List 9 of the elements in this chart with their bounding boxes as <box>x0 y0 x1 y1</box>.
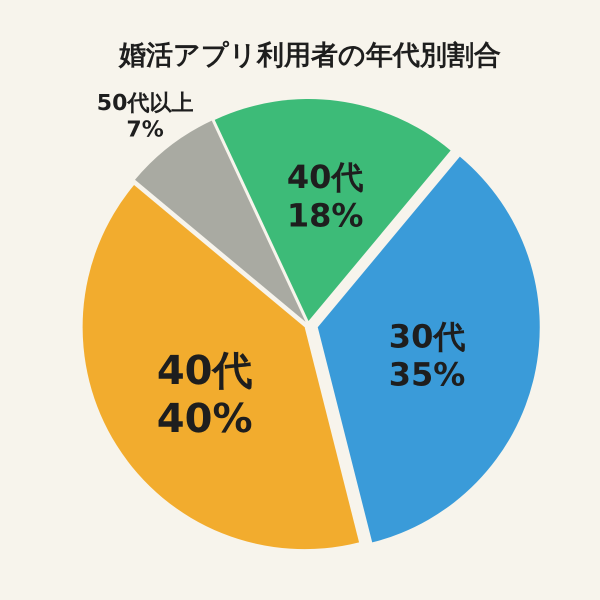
data-label: 18% <box>286 196 364 235</box>
slice-label: 40代 <box>286 158 364 196</box>
slice-label: 30代 <box>388 317 466 356</box>
data-label: 40% <box>156 396 253 442</box>
data-label: 7% <box>126 118 164 143</box>
data-label: 35% <box>388 356 466 394</box>
chart-title: 婚活アプリ利用者の年代別割合 <box>118 40 501 71</box>
slice-label: 40代 <box>156 348 253 394</box>
slice-label: 50代以上 <box>96 91 194 116</box>
